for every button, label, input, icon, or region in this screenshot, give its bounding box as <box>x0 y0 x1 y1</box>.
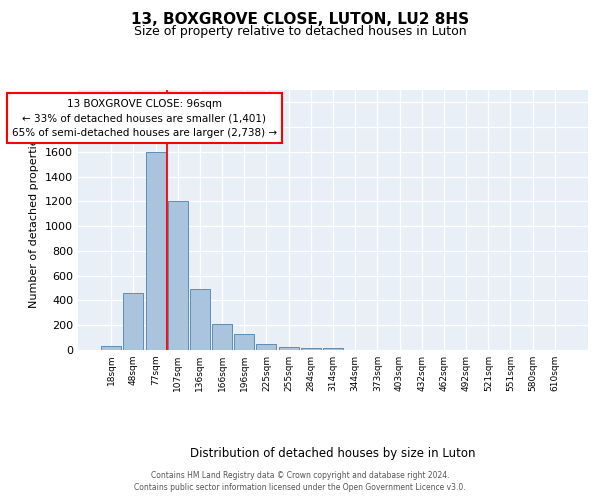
Text: 13, BOXGROVE CLOSE, LUTON, LU2 8HS: 13, BOXGROVE CLOSE, LUTON, LU2 8HS <box>131 12 469 28</box>
Text: Contains HM Land Registry data © Crown copyright and database right 2024.
Contai: Contains HM Land Registry data © Crown c… <box>134 471 466 492</box>
Bar <box>168 202 188 350</box>
Bar <box>256 344 277 350</box>
Bar <box>212 324 232 350</box>
Bar <box>234 334 254 350</box>
Bar <box>301 348 321 350</box>
Bar <box>124 293 143 350</box>
Bar <box>190 290 210 350</box>
Bar <box>146 152 166 350</box>
Bar <box>323 348 343 350</box>
X-axis label: Distribution of detached houses by size in Luton: Distribution of detached houses by size … <box>190 447 476 460</box>
Bar <box>101 346 121 350</box>
Y-axis label: Number of detached properties: Number of detached properties <box>29 132 40 308</box>
Bar <box>278 347 299 350</box>
Text: 13 BOXGROVE CLOSE: 96sqm
← 33% of detached houses are smaller (1,401)
65% of sem: 13 BOXGROVE CLOSE: 96sqm ← 33% of detach… <box>12 98 277 138</box>
Text: Size of property relative to detached houses in Luton: Size of property relative to detached ho… <box>134 25 466 38</box>
